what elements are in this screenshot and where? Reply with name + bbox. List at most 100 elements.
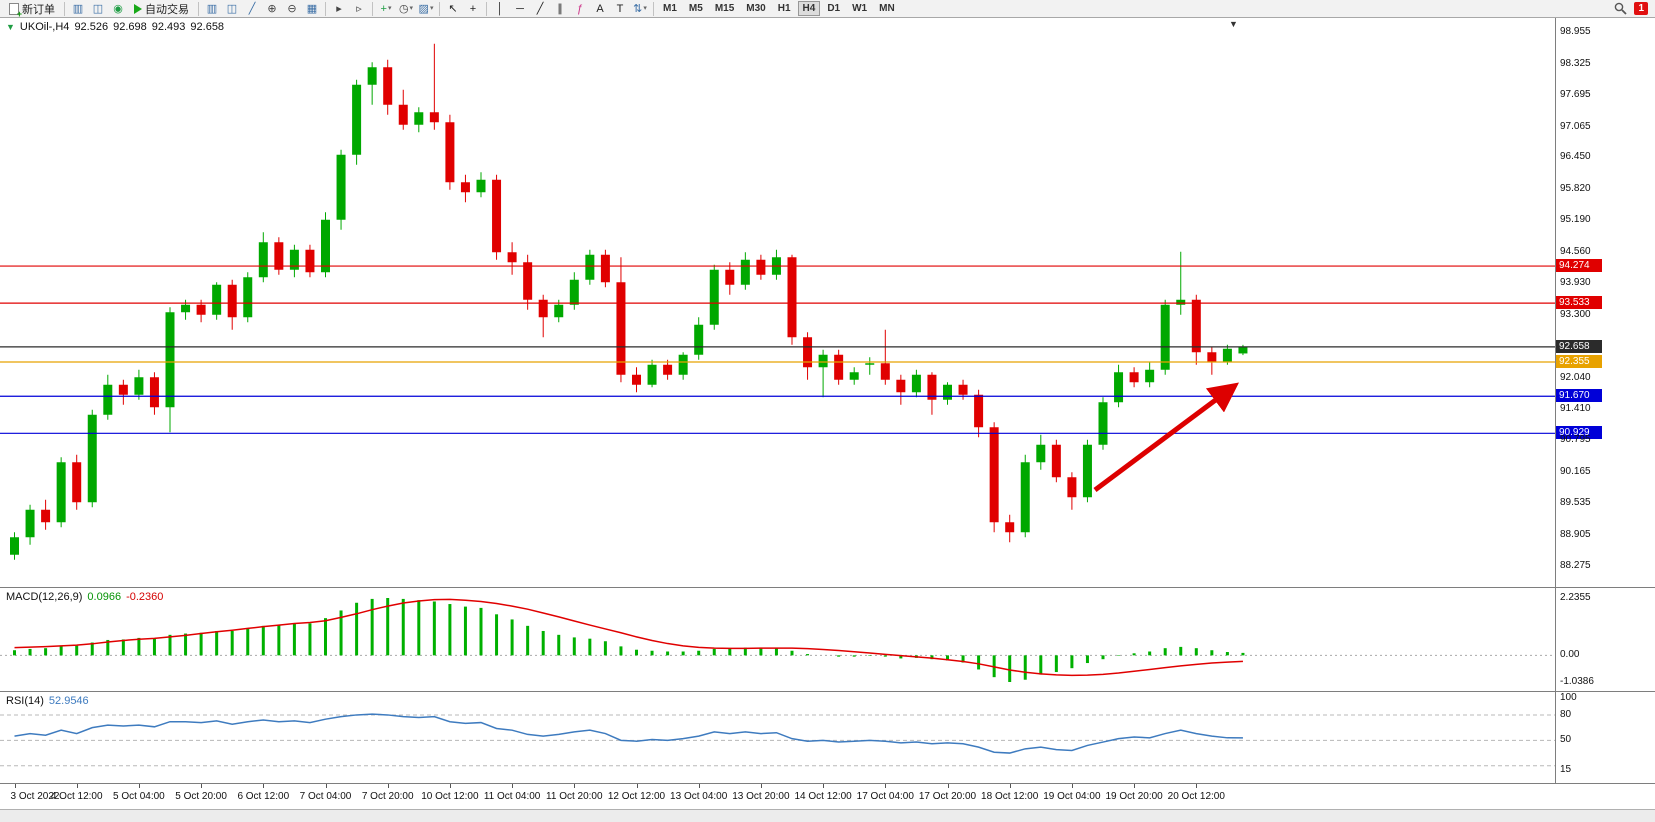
auto-trading-button[interactable]: 自动交易 (128, 1, 195, 17)
line-chart-type-icon[interactable]: ╱ (242, 1, 262, 17)
speaker-icon[interactable]: ◉ (108, 1, 128, 17)
crosshair-icon[interactable]: + (463, 1, 483, 17)
dropdown-arrow-icon: ▾ (387, 4, 392, 12)
timeframe-button-W1[interactable]: W1 (852, 3, 868, 14)
chart-window-icon[interactable]: ▥ (68, 1, 88, 17)
timeframe-button-M15[interactable]: M15 (714, 3, 735, 14)
timeframe-button-D1[interactable]: D1 (827, 3, 841, 14)
arrows-icon[interactable]: ⇅ ▾ (630, 1, 650, 17)
price-tick: 93.300 (1560, 308, 1591, 320)
tile-windows-icon[interactable]: ▦ (302, 1, 322, 17)
notification-badge[interactable]: 1 (1634, 2, 1648, 15)
bar-chart-type-icon[interactable]: ▥ (202, 1, 222, 17)
time-tick (823, 784, 825, 788)
price-tick: 95.820 (1560, 182, 1591, 194)
dropdown-arrow-icon: ▾ (429, 4, 434, 12)
candle-body (196, 304, 206, 315)
timeframe-button-M5[interactable]: M5 (688, 3, 703, 14)
price-axis[interactable]: 94.274 93.533 92.658 92.355 91.670 90.929 98.9… (1555, 18, 1655, 587)
candlestick-type-icon[interactable]: ◫ (222, 1, 242, 17)
periods-icon[interactable]: ◷ ▾ (396, 1, 416, 17)
main-chart-plot[interactable] (0, 18, 1555, 588)
candle-body (72, 462, 82, 503)
time-tick (947, 784, 949, 788)
time-tick (201, 784, 203, 788)
macd-axis[interactable]: 2.2355 0.00 -1.0386 (1555, 588, 1655, 691)
candle-body (663, 364, 673, 375)
time-label: 13 Oct 04:00 (670, 791, 728, 802)
zoom-in-icon[interactable]: ⊕ (262, 1, 282, 17)
trend-arrow-annotation[interactable] (1093, 382, 1240, 493)
price-tick: 93.930 (1560, 277, 1591, 289)
rsi-line (14, 713, 1243, 754)
timeframe-button-H1[interactable]: H1 (777, 3, 791, 14)
zoom-out-icon[interactable]: ⊖ (282, 1, 302, 17)
rsi-axis[interactable]: 100 80 50 15 (1555, 692, 1655, 783)
horizontal-line-icon: ─ (516, 2, 524, 15)
price-tick: 96.450 (1560, 151, 1591, 163)
line-chart-type-icon: ╱ (248, 2, 256, 15)
time-tick (698, 784, 700, 788)
auto-scroll-icon[interactable]: ▸ (329, 1, 349, 17)
cursor-icon[interactable]: ↖ (443, 1, 463, 17)
candle-body (911, 374, 921, 393)
text-icon[interactable]: A (590, 1, 610, 17)
timeframe-button-H4[interactable]: H4 (797, 1, 821, 16)
horizontal-line-icon[interactable]: ─ (510, 1, 530, 17)
indicators-icon[interactable]: + ▾ (376, 1, 396, 17)
rsi-tick: 100 (1560, 692, 1577, 703)
candle-body (352, 84, 362, 155)
vertical-line-icon[interactable]: │ (490, 1, 510, 17)
macd-plot[interactable] (0, 588, 1555, 692)
trendline-icon: ╱ (536, 2, 544, 15)
candle-body (243, 277, 253, 318)
candle-body (569, 279, 579, 305)
time-label: 7 Oct 20:00 (361, 791, 414, 802)
candle-body (258, 242, 268, 278)
profile-icon[interactable]: ◫ (88, 1, 108, 17)
channel-icon: ∥ (557, 2, 563, 15)
candle-body (1098, 402, 1108, 445)
new-order-button[interactable]: 新订单 (3, 1, 61, 19)
chart-shift-marker-icon[interactable]: ▼ (1229, 19, 1238, 29)
fibonacci-icon[interactable]: ƒ (570, 1, 590, 17)
time-tick (1071, 784, 1073, 788)
candle-body (398, 104, 408, 125)
trendline-icon[interactable]: ╱ (530, 1, 550, 17)
toolbar: 新订单▥◫◉自动交易▥◫╱⊕⊖▦▸▹+▾◷▾▨▾↖+│─╱∥ƒAT⇅▾ M1M5… (0, 0, 1655, 19)
macd-label: MACD(12,26,9) 0.0966 -0.2360 (6, 591, 163, 603)
auto-scroll-icon: ▸ (336, 2, 342, 15)
candle-body (429, 112, 439, 123)
dropdown-arrow-icon: ▾ (409, 4, 414, 12)
periods-icon: ◷ (398, 2, 409, 15)
candle-body (134, 377, 144, 395)
time-axis[interactable]: 3 Oct 2022 4 Oct 12:00 5 Oct 04:00 5 Oct 20… (0, 784, 1655, 810)
timeframe-button-MN[interactable]: MN (879, 3, 895, 14)
candle-body (787, 257, 797, 338)
time-tick (574, 784, 576, 788)
time-tick (387, 784, 389, 788)
candle-body (103, 384, 113, 415)
time-tick (512, 784, 514, 788)
rsi-plot[interactable] (0, 692, 1555, 784)
search-icon[interactable] (1610, 1, 1630, 17)
text-label-icon[interactable]: T (610, 1, 630, 17)
chart-shift-icon: ▹ (356, 2, 362, 15)
price-tick: 97.695 (1560, 89, 1591, 100)
timeframe-button-M30[interactable]: M30 (746, 3, 766, 14)
play-icon (134, 3, 142, 14)
channel-icon[interactable]: ∥ (550, 1, 570, 17)
rsi-panel: RSI(14) 52.9546 100 80 50 15 (0, 692, 1655, 784)
time-label: 11 Oct 20:00 (546, 791, 603, 802)
toolbar-separator (439, 1, 440, 16)
candle-body (958, 384, 968, 395)
time-label: 12 Oct 12:00 (607, 791, 666, 802)
chart-shift-icon[interactable]: ▹ (349, 1, 369, 17)
candle-body (1005, 522, 1015, 533)
time-tick (325, 784, 327, 788)
templates-icon[interactable]: ▨ ▾ (416, 1, 436, 17)
main-chart-panel: ▼ UKOil-,H4 92.526 92.698 92.493 92.658 … (0, 18, 1655, 588)
timeframe-button-M1[interactable]: M1 (663, 3, 677, 14)
candle-body (600, 254, 610, 283)
price-tick: 97.065 (1560, 120, 1591, 132)
